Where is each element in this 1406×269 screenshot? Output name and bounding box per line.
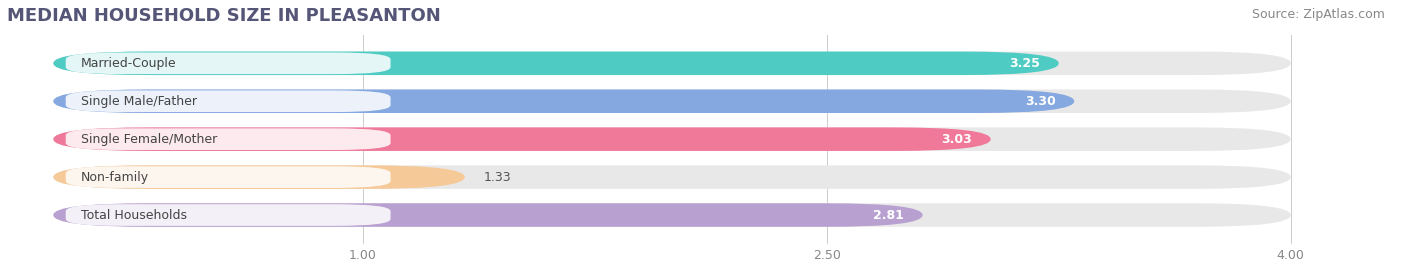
FancyBboxPatch shape: [53, 52, 1291, 75]
FancyBboxPatch shape: [53, 128, 991, 151]
FancyBboxPatch shape: [66, 166, 391, 188]
FancyBboxPatch shape: [53, 90, 1074, 113]
FancyBboxPatch shape: [53, 203, 922, 227]
Text: 3.30: 3.30: [1025, 95, 1056, 108]
FancyBboxPatch shape: [66, 128, 391, 150]
FancyBboxPatch shape: [53, 165, 465, 189]
FancyBboxPatch shape: [53, 128, 1291, 151]
FancyBboxPatch shape: [66, 90, 391, 112]
Text: 2.81: 2.81: [873, 208, 904, 222]
Text: Single Female/Mother: Single Female/Mother: [82, 133, 218, 146]
FancyBboxPatch shape: [53, 203, 1291, 227]
FancyBboxPatch shape: [66, 204, 391, 226]
Text: Source: ZipAtlas.com: Source: ZipAtlas.com: [1251, 8, 1385, 21]
Text: Total Households: Total Households: [82, 208, 187, 222]
FancyBboxPatch shape: [53, 165, 1291, 189]
FancyBboxPatch shape: [53, 52, 1059, 75]
FancyBboxPatch shape: [66, 52, 391, 74]
Text: MEDIAN HOUSEHOLD SIZE IN PLEASANTON: MEDIAN HOUSEHOLD SIZE IN PLEASANTON: [7, 7, 440, 25]
Text: Married-Couple: Married-Couple: [82, 57, 177, 70]
Text: 3.03: 3.03: [942, 133, 972, 146]
Text: Non-family: Non-family: [82, 171, 149, 184]
Text: Single Male/Father: Single Male/Father: [82, 95, 197, 108]
Text: 3.25: 3.25: [1010, 57, 1040, 70]
Text: 1.33: 1.33: [484, 171, 510, 184]
FancyBboxPatch shape: [53, 90, 1291, 113]
